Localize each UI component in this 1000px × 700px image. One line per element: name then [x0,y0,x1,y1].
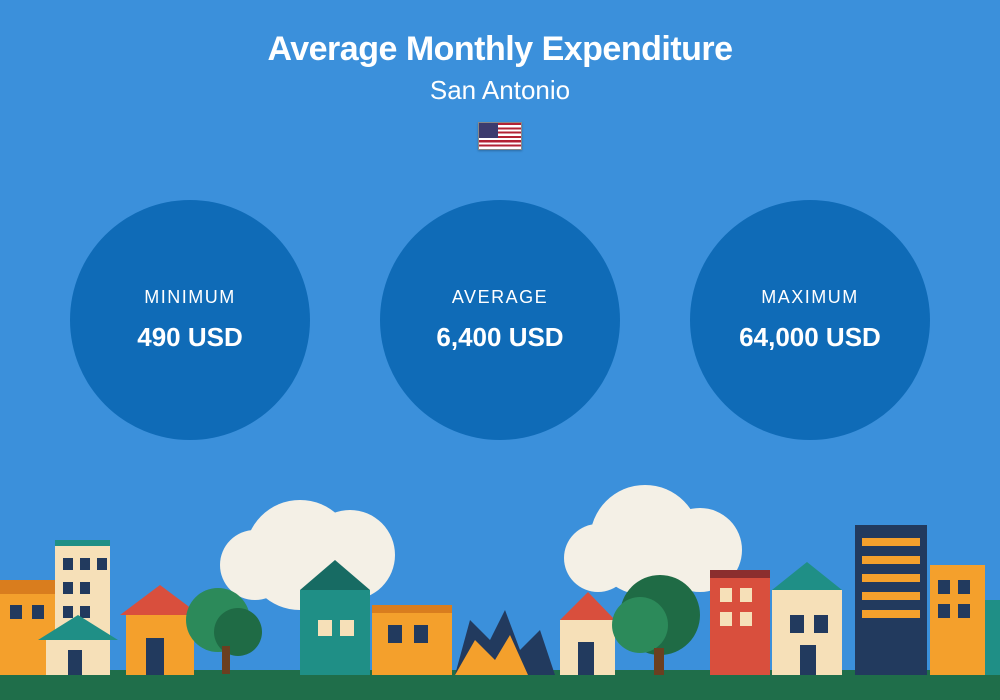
stat-circles-row: MINIMUM 490 USD AVERAGE 6,400 USD MAXIMU… [0,200,1000,440]
stat-circle-minimum: MINIMUM 490 USD [70,200,310,440]
stat-label: MINIMUM [144,287,235,308]
stat-circle-maximum: MAXIMUM 64,000 USD [690,200,930,440]
stat-value: 6,400 USD [436,322,563,353]
header: Average Monthly Expenditure San Antonio [0,30,1000,150]
infographic-canvas: Average Monthly Expenditure San Antonio … [0,0,1000,700]
stat-value: 64,000 USD [739,322,881,353]
stat-circle-average: AVERAGE 6,400 USD [380,200,620,440]
stat-label: AVERAGE [452,287,548,308]
us-flag-icon [478,122,522,150]
stat-label: MAXIMUM [761,287,859,308]
stat-value: 490 USD [137,322,243,353]
page-subtitle: San Antonio [0,75,1000,106]
page-title: Average Monthly Expenditure [0,30,1000,69]
cityscape-illustration [0,470,1000,700]
